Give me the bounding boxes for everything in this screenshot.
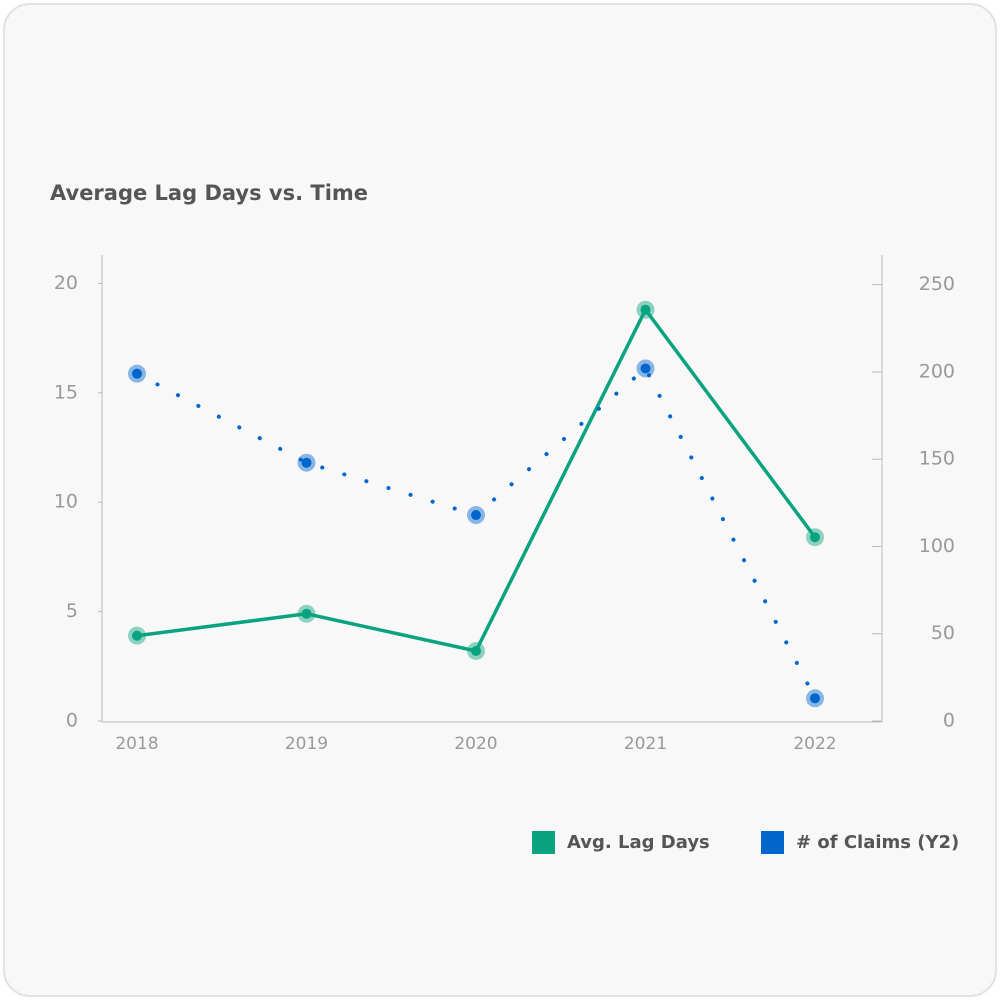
x-tick-label: 2020: [454, 734, 497, 754]
x-tick-label: 2022: [793, 734, 836, 754]
point: [810, 693, 820, 704]
point: [810, 532, 820, 543]
point: [301, 608, 312, 619]
card: [3, 3, 997, 997]
y2-tick-label: 200: [919, 360, 955, 382]
legend-label: # of Claims (Y2): [796, 832, 959, 853]
y2-tick-label: 150: [919, 448, 955, 470]
point: [640, 363, 651, 374]
legend-swatch: [761, 831, 784, 854]
y-tick-label: 10: [54, 491, 78, 513]
y-tick-label: 0: [66, 710, 78, 732]
y2-tick-label: 0: [943, 710, 955, 732]
point: [132, 368, 142, 379]
y-tick-label: 15: [54, 381, 78, 403]
point: [471, 510, 481, 521]
x-tick-label: 2021: [624, 734, 667, 754]
point: [640, 304, 651, 315]
point: [132, 630, 142, 641]
legend-swatch: [532, 831, 555, 854]
chart-title: Average Lag Days vs. Time: [50, 181, 368, 205]
x-tick-label: 2019: [285, 734, 328, 754]
y2-tick-label: 100: [919, 535, 955, 557]
point: [471, 645, 481, 656]
y-tick-label: 5: [66, 600, 78, 622]
y-tick-label: 20: [54, 272, 78, 294]
legend-label: Avg. Lag Days: [567, 832, 710, 853]
y2-tick-label: 50: [931, 622, 955, 644]
point: [301, 457, 312, 468]
y2-tick-label: 250: [919, 273, 955, 295]
x-tick-label: 2018: [115, 734, 158, 754]
